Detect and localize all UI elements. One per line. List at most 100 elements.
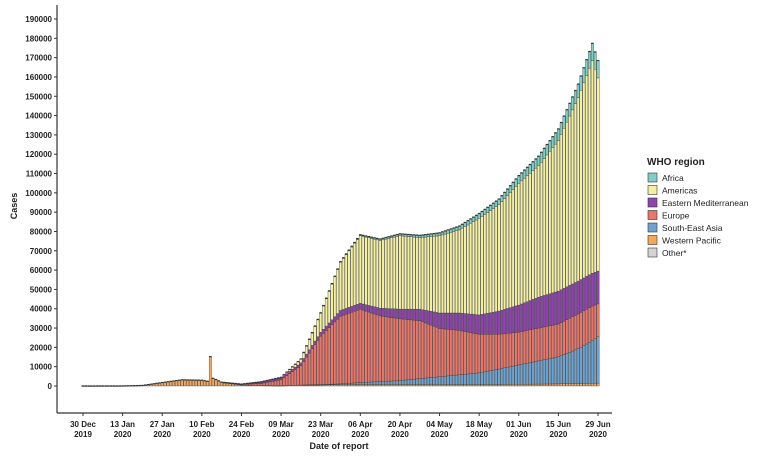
bar-cap bbox=[489, 204, 492, 206]
bar-segment-americas bbox=[412, 236, 416, 310]
day-bar bbox=[514, 178, 518, 387]
bar-segment-eastern-mediterranean bbox=[446, 312, 450, 330]
bar-segment-south-east-asia bbox=[582, 345, 586, 384]
bar-cap bbox=[480, 210, 484, 213]
bar-segment-africa bbox=[520, 172, 523, 182]
bar-cap bbox=[81, 385, 85, 387]
bar-cap bbox=[149, 383, 153, 385]
bar-segment-south-east-asia bbox=[472, 373, 475, 385]
bar-segment-europe bbox=[370, 312, 374, 383]
day-bar bbox=[506, 188, 509, 387]
bar-segment-western-pacific bbox=[474, 384, 478, 387]
bar-segment-western-pacific bbox=[426, 384, 430, 387]
bar-segment-europe bbox=[390, 317, 393, 382]
bar-segment-south-east-asia bbox=[401, 380, 405, 385]
legend-swatch bbox=[647, 247, 658, 258]
bar-segment-africa bbox=[528, 164, 532, 174]
bar-segment-africa bbox=[540, 152, 543, 163]
x-tick-label: 15 Jun bbox=[546, 420, 571, 429]
bar-segment-south-east-asia bbox=[483, 371, 487, 385]
bar-cap bbox=[121, 385, 124, 387]
day-bar bbox=[282, 374, 286, 387]
bar-cap bbox=[356, 237, 359, 240]
bar-cap bbox=[211, 377, 215, 379]
bar-segment-western-pacific bbox=[440, 384, 444, 387]
day-bar bbox=[191, 379, 195, 387]
bar-segment-americas bbox=[525, 175, 529, 302]
bar-segment-europe bbox=[392, 317, 396, 382]
bar-segment-americas bbox=[457, 229, 461, 314]
bar-segment-south-east-asia bbox=[404, 379, 407, 385]
x-tick-label: 04 May bbox=[426, 420, 453, 429]
bar-segment-western-pacific bbox=[472, 384, 475, 387]
bar-segment-south-east-asia bbox=[491, 369, 495, 385]
bar-segment-americas bbox=[443, 233, 447, 314]
bar-segment-americas bbox=[548, 151, 552, 294]
y-tick-label: 80000 bbox=[30, 227, 53, 236]
day-bar bbox=[129, 385, 133, 387]
bar-segment-europe bbox=[435, 327, 439, 378]
bar-cap bbox=[506, 188, 509, 190]
bar-segment-americas bbox=[395, 236, 399, 310]
bar-segment-western-pacific bbox=[217, 380, 221, 387]
bar-segment-eastern-mediterranean bbox=[573, 282, 577, 316]
bar-segment-americas bbox=[407, 236, 410, 310]
bar-segment-europe bbox=[358, 308, 362, 383]
x-tick-label: 27 Jan bbox=[150, 420, 175, 429]
day-bar bbox=[474, 214, 478, 387]
bar-segment-europe bbox=[418, 320, 422, 379]
bar-segment-south-east-asia bbox=[568, 352, 572, 384]
bar-cap bbox=[197, 379, 201, 381]
bar-segment-americas bbox=[494, 206, 498, 312]
bar-segment-western-pacific bbox=[573, 383, 577, 387]
bar-segment-south-east-asia bbox=[358, 382, 362, 385]
day-bar bbox=[562, 115, 566, 387]
bar-segment-europe bbox=[333, 321, 337, 385]
bar-cap bbox=[302, 351, 305, 353]
bar-cap bbox=[203, 380, 206, 382]
bar-cap bbox=[112, 385, 116, 387]
bar-cap bbox=[576, 83, 580, 85]
bar-segment-africa bbox=[486, 207, 490, 213]
bar-segment-south-east-asia bbox=[523, 363, 526, 385]
bar-segment-western-pacific bbox=[214, 379, 218, 387]
bar-segment-western-pacific bbox=[531, 383, 535, 387]
y-tick-label: 140000 bbox=[25, 112, 52, 121]
y-tick-label: 120000 bbox=[25, 150, 52, 159]
bar-segment-western-pacific bbox=[432, 384, 436, 387]
bar-segment-europe bbox=[571, 316, 574, 352]
legend-label: Other* bbox=[662, 248, 687, 258]
x-tick-label: 29 Jun bbox=[585, 420, 610, 429]
day-bar bbox=[486, 206, 490, 387]
bar-segment-south-east-asia bbox=[424, 377, 427, 385]
bar-segment-western-pacific bbox=[520, 384, 523, 387]
bar-cap bbox=[152, 383, 155, 385]
bar-segment-americas bbox=[531, 170, 535, 300]
day-bar bbox=[245, 382, 249, 387]
bar-cap bbox=[376, 237, 379, 239]
bar-segment-western-pacific bbox=[449, 384, 453, 387]
bar-segment-western-pacific bbox=[373, 384, 376, 387]
bar-segment-eastern-mediterranean bbox=[356, 304, 359, 311]
bar-segment-americas bbox=[472, 221, 475, 315]
bar-segment-europe bbox=[590, 305, 594, 341]
x-tick-year: 2020 bbox=[193, 430, 211, 439]
bar-segment-south-east-asia bbox=[571, 350, 574, 384]
bar-cap bbox=[421, 234, 424, 236]
bar-segment-europe bbox=[395, 318, 399, 381]
bar-cap bbox=[475, 214, 478, 216]
bar-segment-europe bbox=[291, 371, 294, 386]
bar-segment-western-pacific bbox=[457, 384, 461, 387]
bar-segment-eastern-mediterranean bbox=[542, 295, 546, 328]
bar-segment-eastern-mediterranean bbox=[554, 291, 557, 325]
bar-segment-western-pacific bbox=[364, 384, 368, 387]
day-bar bbox=[265, 379, 269, 387]
bar-segment-americas bbox=[373, 238, 376, 307]
bar-segment-europe bbox=[480, 334, 484, 373]
bar-segment-europe bbox=[327, 327, 331, 385]
bar-cap bbox=[285, 371, 288, 373]
bar-cap bbox=[560, 121, 563, 124]
bar-cap bbox=[537, 155, 540, 157]
bar-cap bbox=[90, 385, 93, 387]
bar-cap bbox=[254, 381, 257, 384]
